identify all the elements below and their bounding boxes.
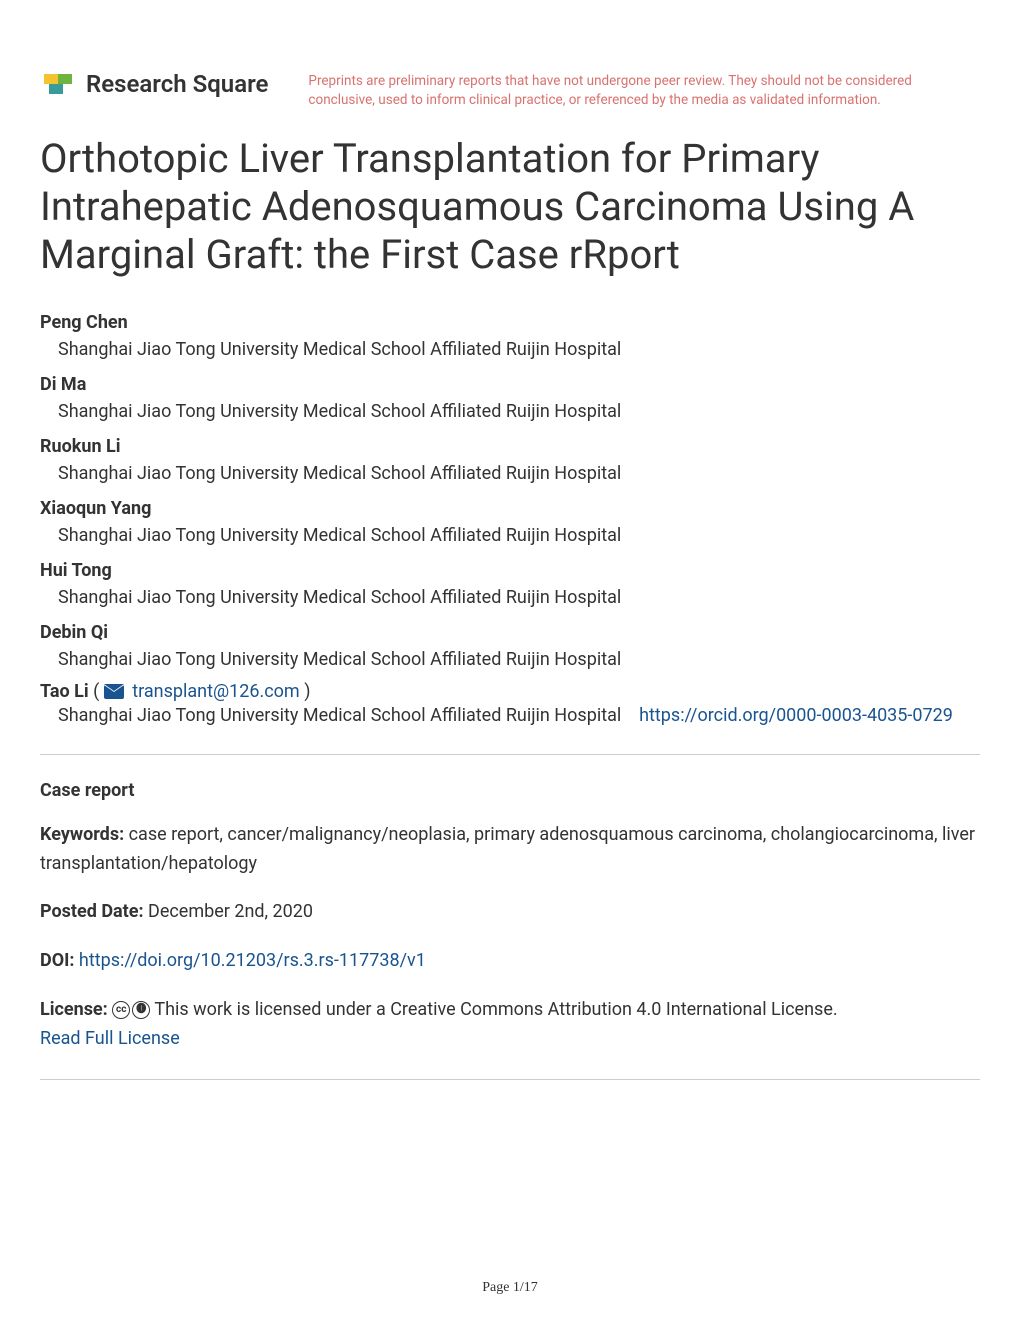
author-block: Peng Chen Shanghai Jiao Tong University … <box>40 309 980 363</box>
logo-container: Research Square <box>40 70 268 98</box>
doi-link[interactable]: https://doi.org/10.21203/rs.3.rs-117738/… <box>79 950 426 971</box>
author-affiliation: Shanghai Jiao Tong University Medical Sc… <box>40 702 980 729</box>
author-name: Ruokun Li <box>40 433 980 460</box>
author-affiliation: Shanghai Jiao Tong University Medical Sc… <box>40 398 980 425</box>
article-title: Orthotopic Liver Transplantation for Pri… <box>40 135 980 279</box>
authors-list: Peng Chen Shanghai Jiao Tong University … <box>40 309 980 729</box>
orcid-link[interactable]: https://orcid.org/0000-0003-4035-0729 <box>639 705 953 726</box>
license-text: This work is licensed under a Creative C… <box>154 999 837 1020</box>
article-type-label: Case report <box>40 780 980 801</box>
corresponding-marker: ( <box>93 681 104 702</box>
author-name: Di Ma <box>40 371 980 398</box>
author-name: Debin Qi <box>40 619 980 646</box>
keywords-value: case report, cancer/malignancy/neoplasia… <box>40 824 975 874</box>
author-affiliation: Shanghai Jiao Tong University Medical Sc… <box>40 646 980 673</box>
license-link[interactable]: Read Full License <box>40 1028 180 1049</box>
author-affiliation: Shanghai Jiao Tong University Medical Sc… <box>40 336 980 363</box>
author-name: Tao Li <box>40 681 89 702</box>
author-email-link[interactable]: transplant@126.com <box>132 681 300 702</box>
corresponding-author: Tao Li ( transplant@126.com ) <box>40 681 980 702</box>
license-label: License: <box>40 999 108 1020</box>
author-block: Xiaoqun Yang Shanghai Jiao Tong Universi… <box>40 495 980 549</box>
cc-icon: cc <box>112 1001 130 1019</box>
keywords-label: Keywords: <box>40 824 124 845</box>
logo-text: Research Square <box>86 70 268 98</box>
email-icon <box>104 685 124 699</box>
header-row: Research Square Preprints are preliminar… <box>40 70 980 110</box>
cc-icons: cc 🅘 <box>112 1001 150 1019</box>
author-affiliation: Shanghai Jiao Tong University Medical Sc… <box>40 522 980 549</box>
author-block: Ruokun Li Shanghai Jiao Tong University … <box>40 433 980 487</box>
author-name: Xiaoqun Yang <box>40 495 980 522</box>
author-block: Tao Li ( transplant@126.com ) Shanghai J… <box>40 681 980 729</box>
posted-date-row: Posted Date: December 2nd, 2020 <box>40 898 980 927</box>
section-divider <box>40 1079 980 1080</box>
author-block: Debin Qi Shanghai Jiao Tong University M… <box>40 619 980 673</box>
license-row: License: cc 🅘 This work is licensed unde… <box>40 996 980 1054</box>
keywords-row: Keywords: case report, cancer/malignancy… <box>40 821 980 879</box>
corresponding-marker-close: ) <box>304 681 310 702</box>
posted-date-label: Posted Date: <box>40 901 144 922</box>
author-affiliation: Shanghai Jiao Tong University Medical Sc… <box>40 584 980 611</box>
section-divider <box>40 754 980 755</box>
author-block: Hui Tong Shanghai Jiao Tong University M… <box>40 557 980 611</box>
affiliation-text: Shanghai Jiao Tong University Medical Sc… <box>58 705 621 726</box>
doi-label: DOI: <box>40 950 74 971</box>
author-block: Di Ma Shanghai Jiao Tong University Medi… <box>40 371 980 425</box>
cc-by-icon: 🅘 <box>132 1001 150 1019</box>
page-number: Page 1/17 <box>40 1280 980 1296</box>
author-name: Peng Chen <box>40 309 980 336</box>
posted-date-value: December 2nd, 2020 <box>148 901 313 922</box>
author-name: Hui Tong <box>40 557 980 584</box>
doi-row: DOI: https://doi.org/10.21203/rs.3.rs-11… <box>40 947 980 976</box>
author-affiliation: Shanghai Jiao Tong University Medical Sc… <box>40 460 980 487</box>
research-square-logo-icon <box>40 70 76 98</box>
preprint-disclaimer: Preprints are preliminary reports that h… <box>308 70 980 110</box>
